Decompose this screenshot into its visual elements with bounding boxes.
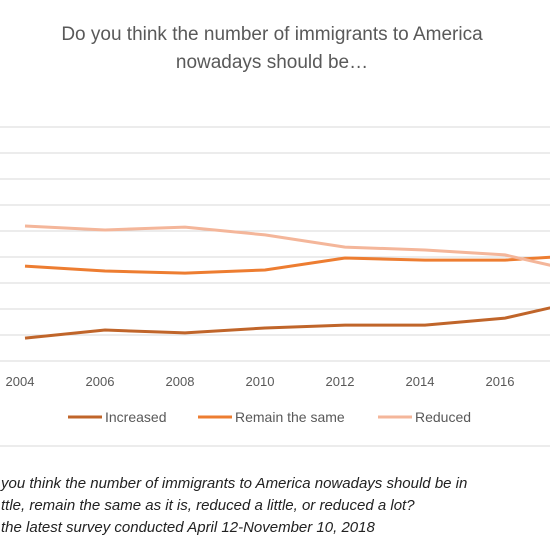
footnote: you think the number of immigrants to Am…	[0, 475, 467, 492]
x-tick-label: 2016	[486, 374, 515, 389]
chart-title: Do you think the number of immigrants to…	[61, 24, 483, 45]
legend-label: Increased	[105, 409, 166, 425]
chart-title: nowadays should be…	[176, 52, 368, 73]
x-tick-label: 2004	[6, 374, 35, 389]
plot-area	[0, 126, 550, 362]
series-line	[24, 306, 550, 340]
legend-label: Remain the same	[235, 409, 345, 425]
footnote: the latest survey conducted April 12-Nov…	[1, 519, 375, 536]
x-tick-label: 2012	[326, 374, 355, 389]
series-line	[24, 224, 550, 267]
footnote: ttle, remain the same as it is, reduced …	[1, 497, 415, 514]
x-tick-label: 2006	[86, 374, 115, 389]
series-line	[24, 255, 550, 275]
x-tick-label: 2014	[406, 374, 435, 389]
legend-label: Reduced	[415, 409, 471, 425]
x-tick-label: 2008	[166, 374, 195, 389]
x-tick-label: 2010	[246, 374, 275, 389]
